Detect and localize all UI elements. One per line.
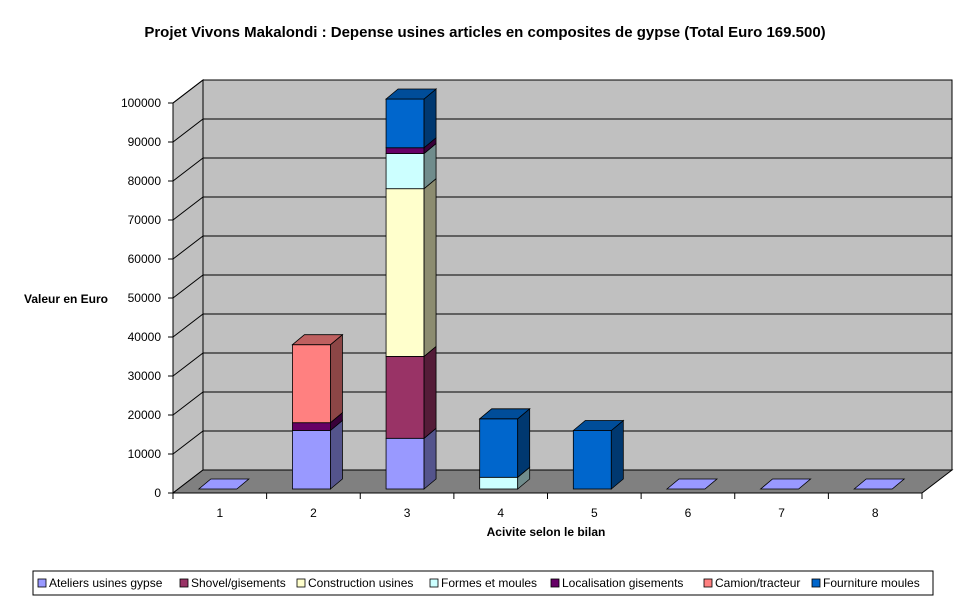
x-axis-label: Acivite selon le bilan	[487, 525, 606, 539]
bar-front	[385, 153, 425, 190]
gridline	[172, 79, 952, 104]
bar-segment	[385, 88, 437, 149]
x-tick-label: 7	[778, 506, 785, 520]
bar-front	[385, 188, 425, 357]
y-tick-label: 0	[154, 486, 161, 500]
legend-swatch	[296, 578, 306, 588]
bar-empty	[853, 478, 906, 490]
bar-top	[291, 334, 344, 346]
x-tick-label: 1	[216, 506, 223, 520]
bar-segment	[385, 136, 437, 155]
gridline	[172, 157, 952, 182]
bar-empty	[759, 478, 812, 490]
bar-top	[478, 408, 531, 420]
y-axis: 0 10000 20000 30000 40000 50000 60000 70000 8000…	[121, 96, 174, 500]
bar-front	[292, 430, 331, 490]
gridline	[172, 196, 952, 221]
floor	[171, 469, 954, 494]
chart-title: Projet Vivons Makalondi : Depense usines…	[144, 24, 825, 41]
legend-item: Ateliers usines gypse	[37, 576, 163, 590]
y-tick-label: 80000	[128, 174, 162, 188]
bar-side	[423, 345, 437, 440]
bar-side	[423, 177, 437, 358]
y-tick-label: 20000	[128, 408, 162, 422]
legend-label: Localisation gisements	[562, 576, 683, 590]
gridline	[172, 118, 952, 143]
legend-label: Fourniture moules	[823, 576, 920, 590]
x-tick-label: 2	[310, 506, 317, 520]
x-tick-label: 4	[497, 506, 504, 520]
legend-item: Shovel/gisements	[179, 576, 286, 590]
x-tick-label: 6	[685, 506, 692, 520]
bar-segment	[385, 427, 437, 490]
bar-empty	[197, 478, 250, 490]
legend-item: Fourniture moules	[811, 576, 920, 590]
legend-swatch	[811, 578, 821, 588]
legend-label: Formes et moules	[441, 576, 537, 590]
y-axis-label: Valeur en Euro	[24, 292, 108, 306]
bar-front	[385, 355, 425, 439]
bar-front	[572, 430, 612, 490]
bar-front	[292, 422, 331, 431]
y-tick-label: 50000	[128, 291, 162, 305]
x-tick-label: 3	[404, 506, 411, 520]
bar-front	[292, 344, 331, 424]
bar-side	[330, 333, 343, 424]
bar-segment	[385, 177, 437, 358]
plot-area	[171, 78, 954, 495]
legend-swatch	[703, 578, 713, 588]
bar-side	[330, 419, 343, 490]
y-tick-label: 30000	[128, 369, 162, 383]
bar-side	[610, 419, 624, 490]
bar-top	[384, 88, 438, 100]
bar-segment	[385, 142, 437, 190]
gridline	[172, 235, 952, 260]
y-tick-label: 70000	[128, 213, 162, 227]
legend-swatch	[550, 578, 560, 588]
y-tick-label: 40000	[128, 330, 162, 344]
legend-label: Ateliers usines gypse	[49, 576, 163, 590]
legend-swatch	[37, 578, 47, 588]
legend-label: Camion/tracteur	[715, 576, 800, 590]
bar-segment	[385, 345, 437, 440]
bar-empty	[665, 478, 719, 490]
bar-segment	[292, 333, 343, 424]
bar-top	[572, 420, 625, 431]
bar-front	[385, 437, 425, 490]
y-tick-label: 100000	[121, 96, 161, 110]
x-axis: 1 2 3 4 5 6 7 8	[172, 492, 923, 520]
gridline	[172, 313, 952, 338]
y-tick-label: 10000	[128, 447, 162, 461]
gridline	[172, 352, 952, 377]
bar-side	[517, 407, 531, 479]
bar-front	[385, 98, 425, 149]
y-tick-label: 90000	[128, 135, 162, 149]
gridline	[172, 274, 952, 299]
bar-side	[423, 427, 437, 490]
legend-label: Shovel/gisements	[191, 576, 286, 590]
legend-item: Formes et moules	[429, 576, 537, 590]
legend-swatch	[179, 578, 189, 588]
bar-segment	[479, 407, 531, 479]
legend-swatch	[429, 578, 439, 588]
legend-label: Construction usines	[308, 576, 413, 590]
gridline	[172, 391, 952, 416]
legend-item: Construction usines	[296, 576, 413, 590]
bar-front	[479, 418, 519, 478]
x-tick-label: 5	[591, 506, 598, 520]
legend: Ateliers usines gypse Shovel/gisements Con…	[32, 570, 934, 596]
bar-segment	[292, 419, 343, 490]
bar-front	[385, 147, 425, 154]
gridline	[172, 430, 952, 455]
x-tick-label: 8	[872, 506, 879, 520]
bar-front	[479, 476, 519, 490]
legend-item: Localisation gisements	[550, 576, 683, 590]
y-tick-label: 60000	[128, 252, 162, 266]
bars	[197, 88, 906, 490]
legend-item: Camion/tracteur	[703, 576, 800, 590]
bar-segment	[572, 419, 624, 490]
